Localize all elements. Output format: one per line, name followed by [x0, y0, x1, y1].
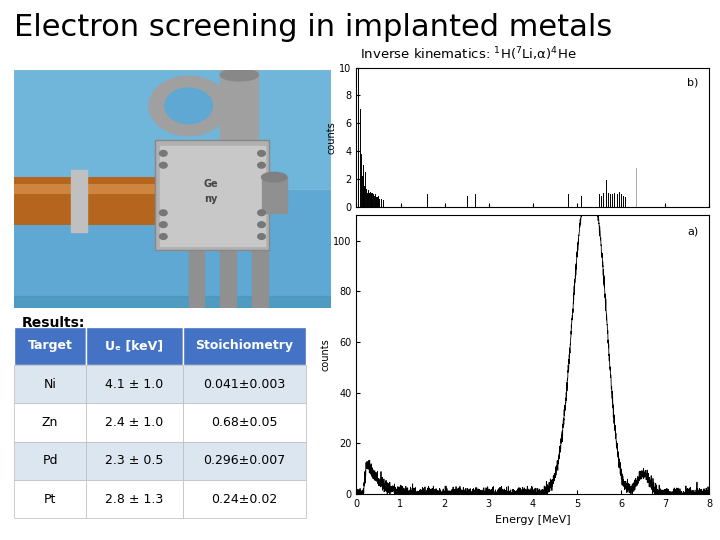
Bar — [261, 177, 287, 213]
Circle shape — [258, 234, 265, 239]
Bar — [183, 327, 306, 365]
Circle shape — [160, 222, 167, 227]
Bar — [14, 70, 331, 189]
Circle shape — [258, 163, 265, 168]
Bar — [86, 365, 183, 403]
Text: Ni: Ni — [44, 377, 56, 391]
Bar — [0, 184, 173, 194]
Text: Ge: Ge — [204, 179, 218, 189]
Ellipse shape — [220, 69, 258, 81]
Bar — [14, 480, 86, 518]
Bar — [86, 403, 183, 442]
Text: 2.3 ± 0.5: 2.3 ± 0.5 — [105, 454, 163, 468]
Bar — [86, 480, 183, 518]
Circle shape — [160, 210, 167, 215]
Ellipse shape — [0, 175, 13, 227]
Bar — [220, 70, 258, 141]
Bar — [14, 403, 86, 442]
Ellipse shape — [165, 88, 212, 124]
Y-axis label: counts: counts — [320, 339, 330, 371]
Text: 2.8 ± 1.3: 2.8 ± 1.3 — [105, 492, 163, 506]
Bar — [220, 248, 236, 308]
Bar — [252, 248, 268, 308]
Text: 4.1 ± 1.0: 4.1 ± 1.0 — [105, 377, 163, 391]
Bar — [71, 170, 87, 232]
Text: 0.296±0.007: 0.296±0.007 — [203, 454, 286, 468]
Text: Results:: Results: — [22, 316, 85, 330]
Bar — [183, 403, 306, 442]
Circle shape — [258, 222, 265, 227]
Text: Electron screening in implanted metals: Electron screening in implanted metals — [14, 14, 613, 43]
Bar — [183, 480, 306, 518]
Bar — [14, 442, 86, 480]
Text: Zn: Zn — [42, 416, 58, 429]
Bar — [14, 296, 331, 308]
Text: Uₑ [keV]: Uₑ [keV] — [105, 339, 163, 353]
Bar — [0, 177, 173, 225]
Text: 2.4 ± 1.0: 2.4 ± 1.0 — [105, 416, 163, 429]
Bar — [14, 327, 86, 365]
Y-axis label: counts: counts — [326, 121, 336, 153]
Ellipse shape — [261, 172, 287, 182]
Text: Pd: Pd — [42, 454, 58, 468]
Text: ny: ny — [204, 193, 217, 204]
Text: Stoichiometry: Stoichiometry — [195, 339, 294, 353]
Text: 0.68±0.05: 0.68±0.05 — [211, 416, 278, 429]
Bar — [189, 248, 204, 308]
Text: 0.041±0.003: 0.041±0.003 — [203, 377, 286, 391]
Circle shape — [258, 210, 265, 215]
Circle shape — [258, 151, 265, 156]
Text: a): a) — [688, 226, 698, 237]
Text: Inverse kinematics: $^{1}$H($^{7}$Li,α)$^{4}$He: Inverse kinematics: $^{1}$H($^{7}$Li,α)$… — [360, 46, 577, 64]
X-axis label: Energy [MeV]: Energy [MeV] — [495, 515, 571, 524]
Circle shape — [160, 163, 167, 168]
Bar — [183, 442, 306, 480]
FancyBboxPatch shape — [156, 140, 269, 249]
Bar — [160, 146, 265, 246]
Circle shape — [160, 234, 167, 239]
Text: b): b) — [688, 77, 698, 87]
Text: 0.24±0.02: 0.24±0.02 — [211, 492, 278, 506]
Text: Target: Target — [27, 339, 73, 353]
Ellipse shape — [149, 76, 228, 136]
Bar — [86, 327, 183, 365]
Text: Pt: Pt — [44, 492, 56, 506]
Circle shape — [160, 151, 167, 156]
Bar — [14, 365, 86, 403]
Bar — [86, 442, 183, 480]
Bar — [183, 365, 306, 403]
